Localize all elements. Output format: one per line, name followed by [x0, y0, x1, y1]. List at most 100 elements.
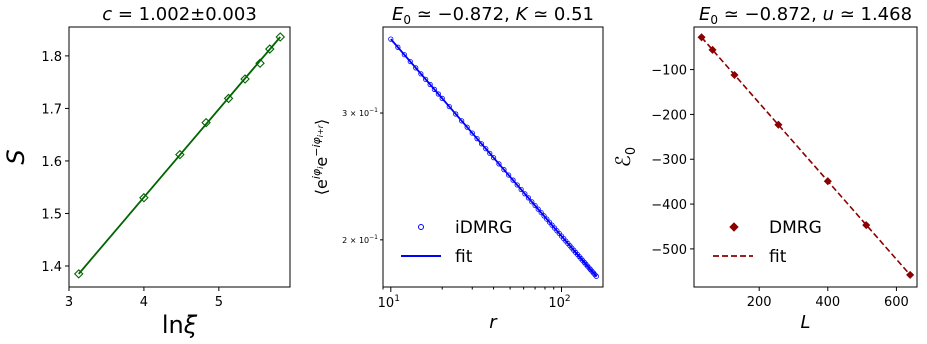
- data-point: [708, 45, 717, 54]
- x-tick-label: 102: [548, 294, 570, 311]
- data-point: [431, 86, 437, 92]
- data-point: [522, 191, 528, 197]
- data-point: [418, 71, 424, 77]
- x-tick-label: 200: [747, 295, 772, 310]
- title-u: u: [823, 4, 834, 25]
- y-tick-label: 3 × 10−1: [342, 107, 378, 118]
- y-tick-label: −500: [651, 243, 687, 258]
- data-point: [459, 118, 465, 124]
- data-point: [501, 167, 507, 173]
- y-tick-exp: −1: [369, 234, 378, 241]
- plot-area-middle: [382, 26, 604, 288]
- y-tick-label: −100: [651, 64, 687, 79]
- data-point: [175, 149, 185, 160]
- ylabel-exp2: −iφ: [310, 136, 323, 156]
- data-point: [435, 91, 441, 97]
- data-point: [201, 117, 211, 128]
- legend-right: DMRG fit: [713, 218, 822, 267]
- panel-ground-state-energy: E0 ≃ −0.872, u ≃ 1.468 L ℰ0 200 400 600−10…: [611, 4, 918, 333]
- data-point: [490, 155, 497, 161]
- data-point: [395, 44, 401, 50]
- data-point: [275, 32, 286, 42]
- x-tick-base: 10: [378, 296, 395, 311]
- data-point: [697, 33, 706, 42]
- ylabel-exp1: iφ: [310, 168, 323, 179]
- data-point: [464, 124, 470, 130]
- data-point: [862, 221, 871, 230]
- x-tick-label: 3: [65, 295, 73, 310]
- fit-line: [700, 36, 911, 276]
- data-point: [427, 81, 433, 88]
- data-point: [590, 270, 597, 276]
- x-tick-base: 10: [548, 296, 565, 311]
- data-point: [593, 273, 599, 279]
- data-point: [589, 268, 595, 274]
- data-point: [413, 65, 419, 71]
- ylabel-open: ⟨e: [312, 179, 331, 195]
- x-tick-label: 600: [884, 295, 909, 310]
- data-point: [474, 136, 480, 142]
- title-e-sub: 0: [403, 13, 411, 27]
- xlabel-left: lnξ: [162, 311, 198, 339]
- title-c-value: = 1.002±0.003: [112, 4, 257, 25]
- axes-right: 200 400 600 −100 −200 −300 −400 −500: [651, 64, 909, 310]
- title-middle: E0 ≃ −0.872, K ≃ 0.51: [392, 4, 594, 27]
- data-point: [529, 199, 535, 205]
- data-point: [139, 192, 149, 203]
- y-tick-label: 1.6: [41, 155, 62, 170]
- y-tick-mantissa: 3 × 10: [342, 109, 369, 118]
- data-point: [538, 209, 544, 216]
- title-e-sub: 0: [710, 13, 718, 27]
- ylabel-close: ⟩: [312, 119, 331, 125]
- data-point: [401, 52, 407, 58]
- data-point: [446, 103, 452, 110]
- data-point: [483, 146, 489, 152]
- data-point: [546, 219, 553, 225]
- y-tick-label: 1.8: [41, 50, 62, 65]
- data-point: [439, 95, 445, 101]
- data-point: [525, 195, 532, 201]
- data-point: [478, 141, 485, 147]
- data-point: [264, 44, 275, 54]
- y-tick-label: 1.7: [41, 102, 62, 117]
- x-tick-exp: 2: [565, 294, 571, 304]
- ylabel-right: ℰ0: [611, 147, 639, 167]
- ylabel-sub: 0: [624, 147, 639, 155]
- data-point: [514, 182, 520, 188]
- fit-line: [78, 36, 281, 275]
- ylabel-left: S: [2, 149, 30, 164]
- plot-area-left: [68, 26, 291, 288]
- legend-label-dmrg: DMRG: [769, 218, 822, 238]
- data-point: [906, 270, 915, 279]
- y-tick-label: −400: [651, 198, 687, 213]
- x-tick-label: 400: [815, 295, 840, 310]
- legend-marker-idmrg: [418, 224, 424, 230]
- data-point: [423, 76, 429, 82]
- x-tick-exp: 1: [394, 294, 400, 304]
- data-point: [518, 186, 524, 193]
- title-e-value: ≃ −0.872,: [718, 4, 823, 25]
- data-point: [255, 58, 265, 69]
- title-e: E: [699, 4, 711, 25]
- legend-label-idmrg: iDMRG: [455, 218, 512, 238]
- data-point: [469, 130, 475, 136]
- ylabel-exp1-sub: i: [316, 166, 325, 169]
- data-point: [496, 161, 502, 167]
- xlabel-ln: ln: [162, 311, 184, 339]
- legend-middle: iDMRG fit: [401, 218, 512, 267]
- data-point: [506, 172, 512, 178]
- legend-label-fit: fit: [455, 247, 473, 267]
- marks-left: [73, 32, 286, 279]
- data-point: [240, 74, 250, 84]
- y-tick-exp: −1: [369, 107, 378, 114]
- marks-right: [697, 33, 915, 279]
- legend-marker-dmrg: [729, 222, 739, 232]
- data-point: [774, 120, 783, 129]
- data-point: [541, 213, 547, 219]
- data-point: [535, 206, 541, 212]
- xlabel-middle: r: [489, 312, 498, 333]
- title-e-value: ≃ −0.872,: [411, 4, 516, 25]
- y-tick-label: 1.5: [41, 207, 62, 222]
